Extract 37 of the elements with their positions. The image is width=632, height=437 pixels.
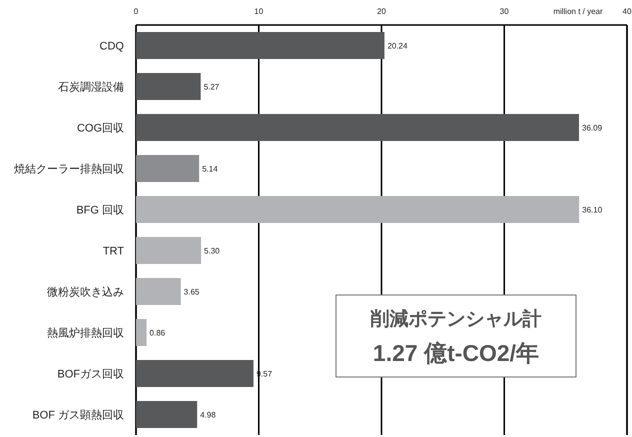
- bar: [136, 196, 580, 223]
- y-tick-label: CDQ: [100, 40, 124, 52]
- bar: [136, 360, 254, 387]
- bar: [136, 278, 181, 305]
- y-tick-label: 熱風炉排熱回収: [47, 326, 124, 340]
- data-label: 5.27: [204, 82, 220, 92]
- y-tick-label: COG回収: [76, 122, 124, 134]
- y-tick-label: BFG 回収: [76, 204, 124, 216]
- x-tick-label: 0: [134, 7, 139, 16]
- x-tick-label: 10: [254, 7, 264, 16]
- data-label: 3.65: [184, 288, 200, 296]
- bar: [136, 32, 384, 59]
- bar: [136, 155, 200, 182]
- data-label: 0.86: [150, 328, 166, 338]
- y-tick-label: TRT: [102, 246, 124, 258]
- x-tick-label: 20: [377, 7, 386, 16]
- y-tick-label: 石炭調湿設備: [58, 80, 124, 94]
- x-tick-label: 30: [500, 7, 510, 16]
- y-tick-label: 焼結クーラー排熱回収: [14, 162, 124, 176]
- data-label: 20.24: [387, 42, 408, 50]
- x-axis-title: million t / year: [553, 7, 604, 16]
- annotation: 削減ポテンシャル計: [370, 308, 542, 330]
- data-label: 36.09: [582, 124, 603, 132]
- x-tick-label: 40: [622, 7, 632, 16]
- bar: [136, 114, 580, 141]
- bar: [136, 319, 147, 346]
- data-label: 5.30: [204, 246, 220, 256]
- annotation: 1.27 億t-CO2/年: [372, 340, 540, 366]
- bar: [136, 237, 202, 264]
- bar: [136, 73, 201, 100]
- y-tick-label: BOFガス回収: [57, 368, 124, 380]
- y-tick-label: BOF ガス顕熱回収: [32, 408, 124, 422]
- y-tick-label: 微粉炭吹き込み: [47, 286, 124, 298]
- data-label: 5.14: [202, 164, 218, 174]
- data-label: 36.10: [582, 206, 603, 214]
- bar: [136, 401, 198, 428]
- data-label: 4.98: [200, 410, 216, 420]
